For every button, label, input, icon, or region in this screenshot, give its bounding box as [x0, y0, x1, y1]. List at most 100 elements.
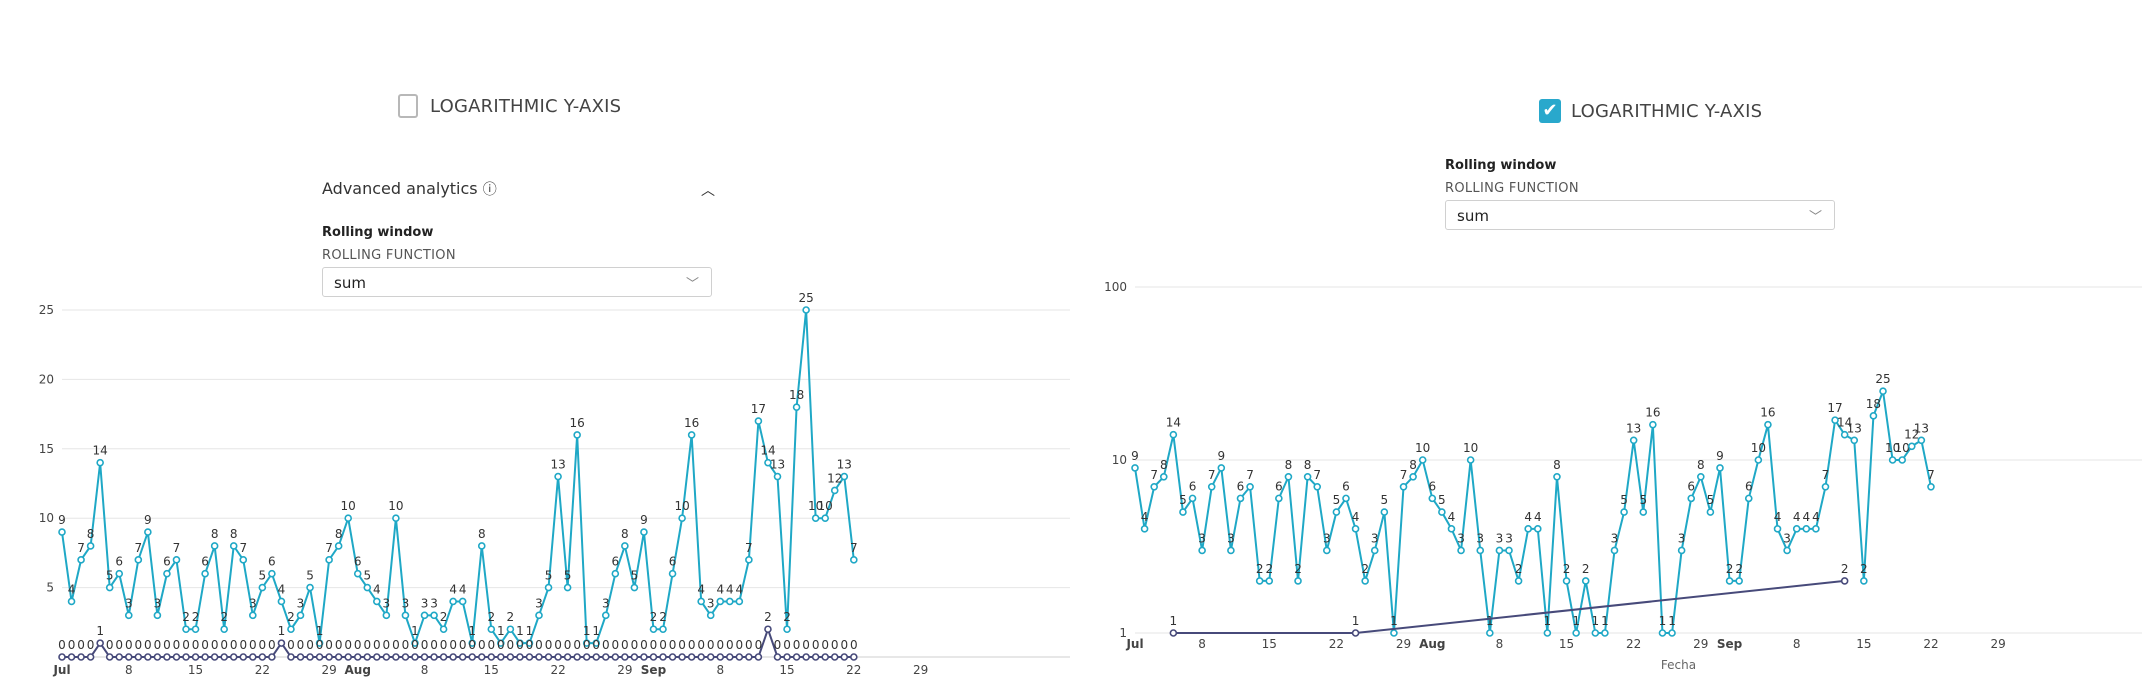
data-point-main	[554, 472, 562, 481]
data-label-secondary: 0	[459, 638, 467, 652]
data-label-main: 3	[1783, 531, 1791, 545]
data-point-main	[716, 597, 725, 606]
data-point-main	[1303, 472, 1312, 481]
data-label-main: 7	[134, 541, 142, 555]
data-point-main	[1898, 456, 1907, 464]
data-label-main: 1	[411, 624, 419, 638]
data-label-main: 3	[1611, 531, 1619, 545]
data-point-main	[182, 625, 190, 634]
data-point-secondary	[96, 639, 104, 647]
data-label-main: 2	[1726, 562, 1734, 576]
data-label-main: 3	[1496, 531, 1504, 545]
data-label-secondary: 0	[182, 638, 190, 652]
data-label-main: 9	[1716, 449, 1724, 463]
data-label-main: 6	[611, 555, 619, 569]
data-label-main: 4	[726, 582, 734, 596]
data-point-main	[1581, 577, 1590, 585]
data-point-main	[697, 597, 705, 606]
data-label-secondary: 0	[440, 638, 448, 652]
data-label-secondary: 0	[697, 638, 705, 652]
rolling-function-label-left: ROLLING FUNCTION	[322, 248, 456, 263]
data-label-main: 8	[1160, 458, 1168, 472]
x-tick-label: 29	[1396, 637, 1411, 651]
data-label-secondary: 0	[564, 638, 572, 652]
data-label-main: 8	[87, 527, 95, 541]
data-point-main	[1869, 412, 1878, 420]
data-point-main	[1524, 525, 1532, 533]
data-label-secondary: 0	[850, 638, 858, 652]
data-label-main: 8	[1409, 458, 1417, 472]
data-point-main	[630, 583, 639, 592]
log-axis-checkbox-right[interactable]: ✔	[1539, 99, 1561, 123]
data-label-main: 4	[1802, 510, 1810, 524]
data-point-secondary	[735, 653, 744, 661]
data-label-main: 2	[1582, 562, 1590, 576]
data-label-secondary: 0	[487, 638, 495, 652]
data-label-main: 6	[1428, 479, 1436, 493]
data-label-secondary: 0	[87, 638, 95, 652]
data-point-secondary	[582, 653, 591, 661]
data-point-secondary	[468, 653, 477, 661]
data-label-main: 2	[1256, 562, 1264, 576]
data-label-main: 8	[478, 527, 486, 541]
data-label-secondary: 0	[831, 638, 839, 652]
chevron-up-icon[interactable]: ︿	[701, 183, 715, 199]
data-label-secondary: 0	[507, 638, 515, 652]
data-point-main	[745, 556, 753, 564]
data-label-main: 17	[751, 402, 766, 416]
data-point-secondary	[659, 653, 667, 661]
data-point-secondary	[439, 653, 448, 661]
data-point-main	[1150, 482, 1158, 491]
data-point-main	[1236, 494, 1245, 503]
data-point-secondary	[296, 653, 305, 661]
rolling-function-select-left[interactable]: sum ﹀	[322, 267, 712, 297]
data-point-secondary	[382, 653, 391, 661]
y-tick-label: 15	[39, 442, 54, 456]
data-label-secondary: 0	[211, 638, 219, 652]
data-label-main: 14	[1166, 416, 1181, 430]
data-point-secondary	[554, 653, 562, 661]
data-label-secondary: 0	[259, 638, 267, 652]
data-label-secondary: 1	[278, 624, 286, 638]
data-label-main: 6	[115, 555, 123, 569]
data-point-secondary	[220, 653, 228, 661]
data-label-main: 10	[818, 499, 833, 513]
data-label-main: 7	[77, 541, 85, 555]
data-point-main	[706, 611, 715, 620]
data-point-main	[649, 625, 658, 634]
data-point-secondary	[678, 653, 686, 661]
data-point-main	[821, 514, 830, 522]
data-label-main: 6	[669, 555, 677, 569]
data-point-secondary	[392, 653, 400, 661]
checkmark-icon: ✔	[1542, 100, 1558, 121]
log-axis-checkbox-left[interactable]	[398, 94, 418, 118]
data-point-main	[1370, 546, 1379, 555]
data-point-main	[1495, 546, 1504, 555]
data-point-main	[1217, 464, 1226, 472]
data-label-secondary: 0	[631, 638, 639, 652]
data-point-main	[1812, 525, 1820, 533]
data-point-main	[1658, 629, 1667, 637]
data-point-main	[1572, 629, 1580, 637]
rolling-function-select-right[interactable]: sum ﹀	[1445, 200, 1835, 230]
data-label-secondary: 0	[163, 638, 171, 652]
data-point-main	[563, 583, 572, 592]
data-label-secondary: 0	[468, 638, 476, 652]
data-point-main	[268, 569, 276, 578]
data-label-main: 3	[1371, 531, 1379, 545]
advanced-analytics-toggle[interactable]: Advanced analytics ⓘ	[322, 179, 497, 199]
data-point-main	[58, 528, 66, 536]
x-tick-label: 15	[1856, 637, 1871, 651]
data-label-main: 7	[239, 541, 247, 555]
data-point-main	[220, 625, 228, 634]
data-point-secondary	[544, 653, 553, 661]
data-label-main: 8	[335, 527, 343, 541]
data-point-main	[1227, 546, 1235, 555]
data-label-main: 7	[173, 541, 181, 555]
data-point-secondary	[563, 653, 572, 661]
data-label-main: 18	[789, 388, 804, 402]
data-point-secondary	[754, 653, 763, 661]
data-point-main	[1917, 436, 1926, 445]
data-point-main	[1131, 464, 1139, 472]
data-label-secondary: 0	[306, 638, 314, 652]
